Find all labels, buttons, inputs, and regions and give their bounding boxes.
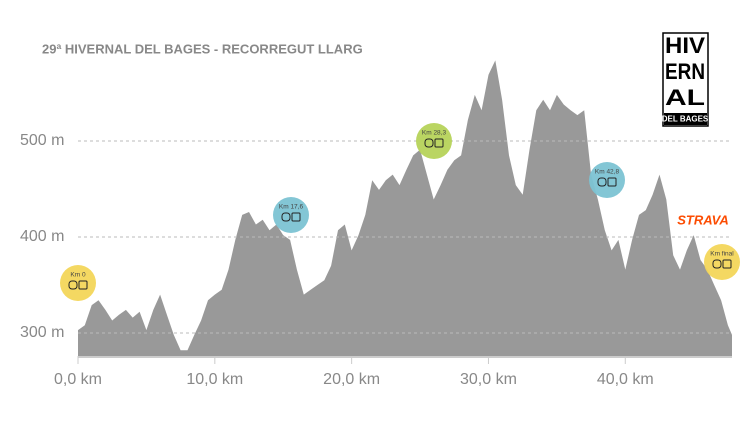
elevation-area xyxy=(78,60,732,357)
waypoint-label: Km 17,6 xyxy=(279,204,304,211)
waypoint-circle xyxy=(704,244,740,280)
x-tick-label: 30,0 km xyxy=(460,371,517,388)
chart-title: 29ª HIVERNAL DEL BAGES - RECORREGUT LLAR… xyxy=(42,41,363,56)
waypoint-circle xyxy=(416,123,452,159)
brand: STRAVA xyxy=(677,212,729,227)
x-tick-label: 20,0 km xyxy=(323,371,380,388)
waypoint-icon xyxy=(281,212,291,222)
waypoint-icon xyxy=(722,259,732,269)
logo-band xyxy=(664,113,707,125)
waypoint-icon xyxy=(607,177,617,187)
logo-line: ERN xyxy=(665,59,705,84)
waypoint-icon xyxy=(597,177,607,187)
waypoint-label: Km 0 xyxy=(70,272,86,279)
y-tick-label: 300 m xyxy=(20,324,64,341)
waypoint-circle xyxy=(273,197,309,233)
waypoint: Km 0 xyxy=(60,265,96,301)
waypoint: Km 17,6 xyxy=(273,197,309,233)
waypoint-icon xyxy=(424,138,434,148)
waypoint-label: Km 28,3 xyxy=(422,130,447,137)
waypoint: Km 28,3 xyxy=(416,123,452,159)
y-tick-label: 400 m xyxy=(20,228,64,245)
waypoint-icon xyxy=(78,280,88,290)
waypoint-icon xyxy=(68,280,78,290)
x-tick-label: 40,0 km xyxy=(597,371,654,388)
logo-box xyxy=(662,32,709,127)
waypoint-icon xyxy=(434,138,444,148)
waypoint-circle xyxy=(60,265,96,301)
waypoint-label: Km final xyxy=(710,251,734,258)
x-tick-label: 0,0 km xyxy=(54,371,102,388)
x-tick-label: 10,0 km xyxy=(186,371,243,388)
waypoint-circle xyxy=(589,162,625,198)
waypoint-icon xyxy=(712,259,722,269)
waypoint: Km 42,8 xyxy=(589,162,625,198)
waypoint-icon xyxy=(291,212,301,222)
logo-line: AL xyxy=(665,85,705,110)
waypoint: Km final xyxy=(704,244,740,280)
waypoint-label: Km 42,8 xyxy=(595,169,620,176)
y-tick-label: 500 m xyxy=(20,132,64,149)
logo-line: HIV xyxy=(665,33,705,58)
logo-footer: DEL BAGES xyxy=(662,115,709,124)
plot xyxy=(78,60,732,357)
